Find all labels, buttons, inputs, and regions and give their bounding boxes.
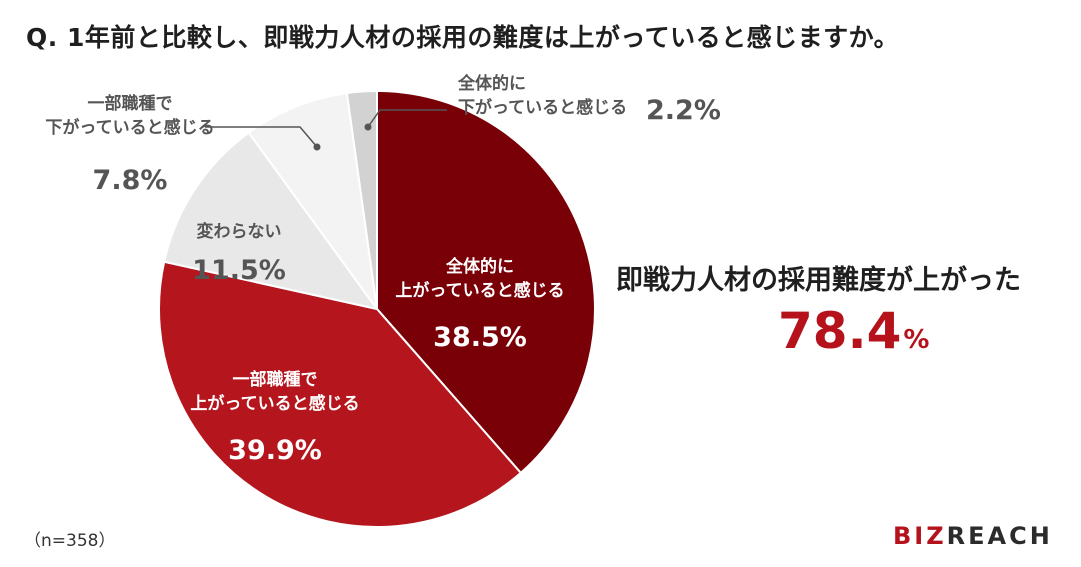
- pie-slice-1: [376, 89, 596, 475]
- leader-line-5: [367, 109, 447, 128]
- question-title: Q. 1年前と比較し、即戦力人材の採用の難度は上がっていると感じますか。: [26, 23, 900, 52]
- pie-slice-2: [158, 260, 523, 528]
- slice-value-label: 39.9%: [228, 435, 322, 466]
- slice-label-line: 下がっていると感じる: [458, 97, 627, 118]
- summary-value-group: 78.4%: [778, 302, 929, 360]
- slice-label-line: 上がっていると感じる: [190, 393, 359, 414]
- slice-value-label: 38.5%: [433, 322, 527, 353]
- slice-label-line: 下がっていると感じる: [45, 117, 214, 138]
- leader-dot-5: [364, 123, 372, 131]
- pie-slice-5: [345, 89, 378, 310]
- slice-label-line: 上がっていると感じる: [395, 280, 564, 301]
- leader-line-4: [205, 126, 318, 148]
- slice-label-line: 全体的に: [457, 73, 526, 94]
- slice-label-3: 変わらない 11.5%: [192, 221, 286, 286]
- slice-value-label: 11.5%: [192, 255, 286, 286]
- slice-label-line: 一部職種で: [233, 369, 318, 390]
- bizreach-logo: BIZREACH: [893, 522, 1053, 550]
- logo-part-reach: REACH: [946, 522, 1053, 550]
- pie-slice-3: [162, 131, 380, 311]
- summary-value: 78.4: [778, 302, 902, 360]
- summary-unit: %: [903, 325, 930, 355]
- slice-label-line: 一部職種で: [88, 93, 173, 114]
- slice-value-label: 2.2%: [646, 95, 721, 126]
- slice-value-label: 7.8%: [93, 165, 168, 196]
- sample-size-note: （n=358）: [24, 531, 116, 551]
- pie-slice-4: [247, 91, 378, 310]
- summary-label: 即戦力人材の採用難度が上がった: [616, 265, 1021, 296]
- logo-part-biz: BIZ: [893, 522, 947, 550]
- slice-label-line: 変わらない: [197, 221, 282, 242]
- slice-label-line: 全体的に: [445, 256, 514, 277]
- leader-dot-4: [313, 143, 321, 151]
